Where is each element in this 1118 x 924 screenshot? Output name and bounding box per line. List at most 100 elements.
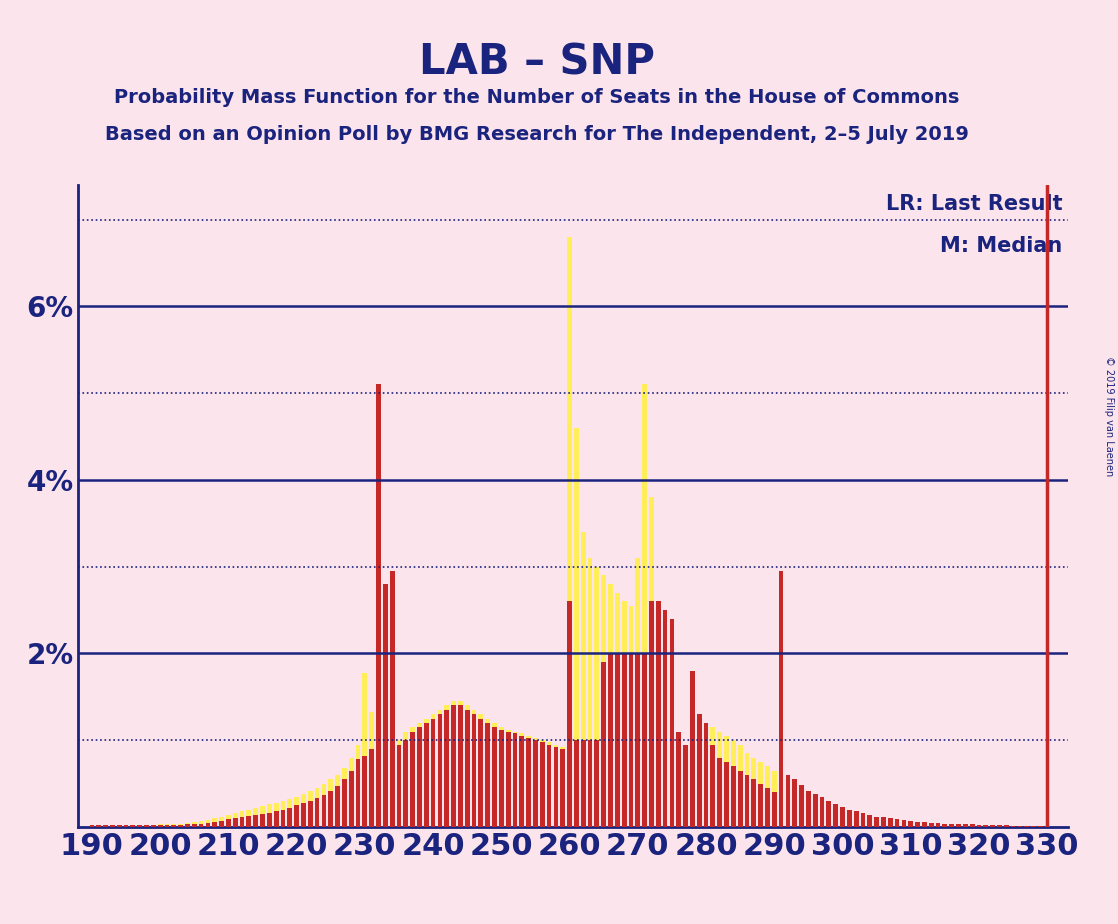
Bar	[724, 762, 729, 827]
Bar	[874, 817, 879, 827]
Bar	[171, 824, 177, 827]
Bar	[540, 740, 544, 827]
Bar	[260, 814, 265, 827]
Bar	[588, 558, 593, 827]
Bar	[956, 824, 960, 827]
Bar	[874, 817, 879, 827]
Bar	[813, 794, 817, 827]
Bar	[806, 791, 811, 827]
Bar	[212, 821, 217, 827]
Bar	[567, 237, 572, 827]
Bar	[697, 714, 702, 827]
Bar	[868, 815, 872, 827]
Bar	[622, 653, 626, 827]
Bar	[574, 428, 579, 827]
Bar	[465, 706, 470, 827]
Bar	[922, 821, 927, 827]
Bar	[758, 762, 762, 827]
Bar	[505, 732, 511, 827]
Bar	[854, 811, 859, 827]
Bar	[922, 821, 927, 827]
Bar	[307, 791, 313, 827]
Bar	[267, 813, 272, 827]
Bar	[826, 801, 832, 827]
Bar	[819, 797, 824, 827]
Bar	[192, 821, 197, 827]
Bar	[553, 748, 558, 827]
Bar	[894, 820, 900, 827]
Bar	[703, 723, 709, 827]
Bar	[984, 825, 988, 827]
Bar	[771, 792, 777, 827]
Bar	[452, 706, 456, 827]
Bar	[131, 825, 135, 827]
Bar	[991, 825, 995, 827]
Bar	[533, 740, 538, 827]
Bar	[301, 794, 306, 827]
Bar	[437, 710, 443, 827]
Bar	[178, 823, 183, 827]
Bar	[703, 723, 709, 827]
Bar	[758, 784, 762, 827]
Bar	[512, 732, 518, 827]
Bar	[861, 813, 865, 827]
Bar	[417, 727, 421, 827]
Bar	[977, 825, 982, 827]
Bar	[690, 671, 694, 827]
Bar	[936, 822, 940, 827]
Bar	[793, 779, 797, 827]
Bar	[969, 824, 975, 827]
Bar	[751, 758, 756, 827]
Bar	[437, 714, 443, 827]
Bar	[984, 825, 988, 827]
Bar	[690, 671, 694, 827]
Bar	[192, 824, 197, 827]
Bar	[158, 825, 162, 827]
Bar	[786, 775, 790, 827]
Bar	[116, 825, 122, 827]
Bar	[226, 815, 230, 827]
Bar	[485, 723, 490, 827]
Bar	[287, 799, 292, 827]
Bar	[294, 806, 299, 827]
Bar	[233, 813, 238, 827]
Bar	[349, 771, 353, 827]
Bar	[178, 825, 183, 827]
Bar	[547, 745, 551, 827]
Bar	[963, 824, 968, 827]
Bar	[1004, 825, 1008, 827]
Bar	[158, 824, 162, 827]
Bar	[356, 745, 360, 827]
Bar	[294, 796, 299, 827]
Bar	[738, 771, 742, 827]
Bar	[929, 822, 934, 827]
Bar	[942, 823, 947, 827]
Bar	[991, 825, 995, 827]
Bar	[847, 809, 852, 827]
Bar	[342, 779, 347, 827]
Bar	[199, 823, 203, 827]
Bar	[601, 663, 606, 827]
Bar	[916, 821, 920, 827]
Bar	[89, 825, 94, 827]
Bar	[246, 816, 252, 827]
Bar	[171, 825, 177, 827]
Bar	[663, 610, 667, 827]
Bar	[164, 824, 169, 827]
Bar	[505, 730, 511, 827]
Bar	[765, 788, 770, 827]
Bar	[383, 584, 388, 827]
Bar	[239, 818, 245, 827]
Bar	[710, 727, 716, 827]
Bar	[314, 798, 320, 827]
Bar	[465, 710, 470, 827]
Bar	[806, 791, 811, 827]
Bar	[322, 784, 326, 827]
Bar	[650, 602, 654, 827]
Bar	[219, 821, 224, 827]
Bar	[799, 785, 804, 827]
Bar	[314, 788, 320, 827]
Bar	[738, 745, 742, 827]
Bar	[628, 653, 634, 827]
Bar	[786, 775, 790, 827]
